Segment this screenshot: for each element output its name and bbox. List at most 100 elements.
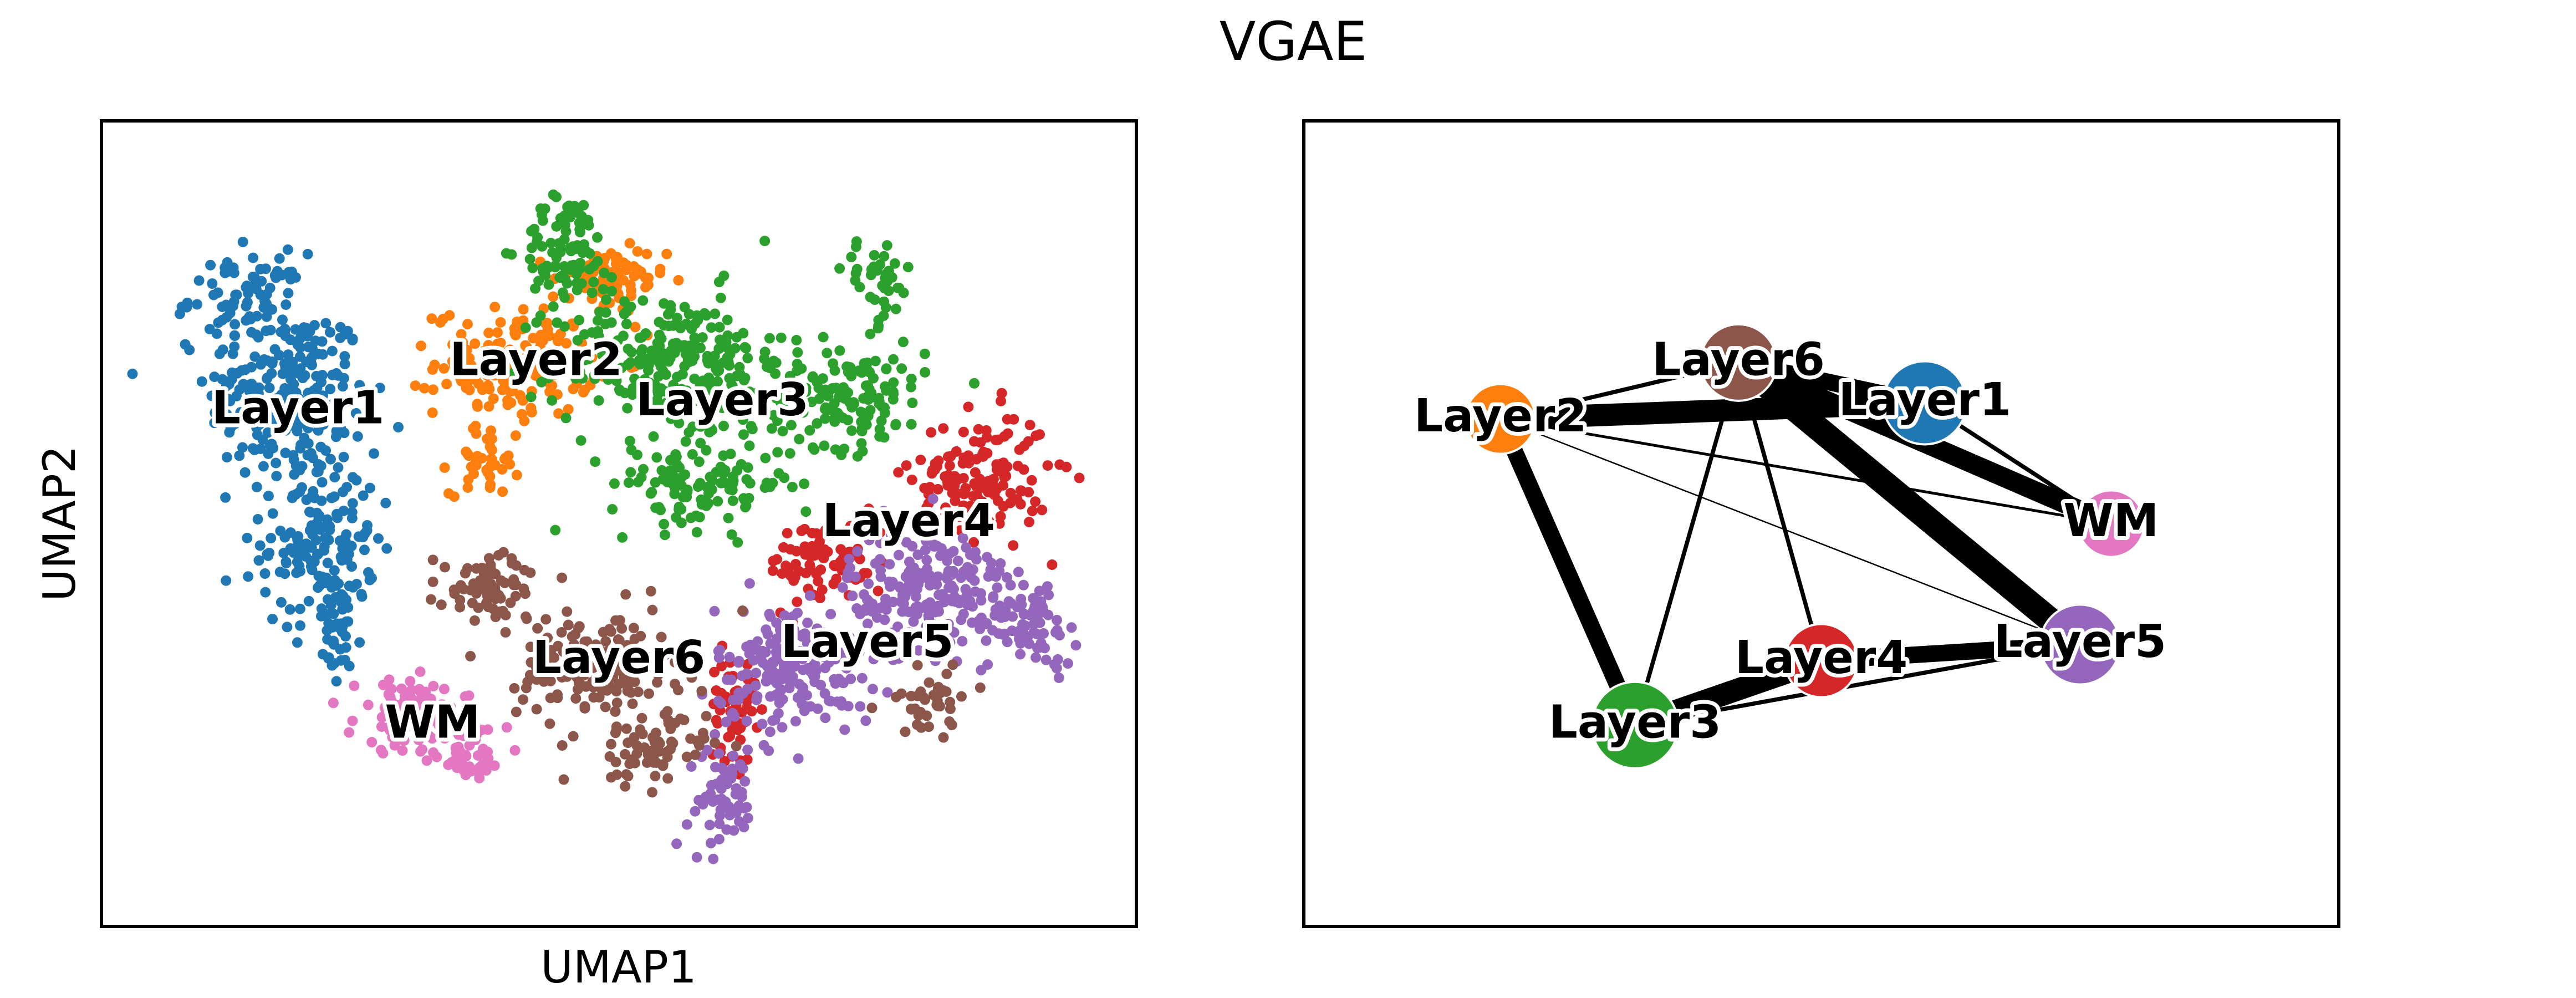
scatter-point [518,304,529,315]
scatter-point [904,627,915,638]
scatter-point [1005,487,1016,498]
scatter-point [472,581,483,592]
scatter-point [284,604,295,615]
scatter-point [545,237,557,248]
scatter-point [815,564,827,575]
scatter-point [694,512,705,523]
scatter-point [888,377,899,388]
scatter-point [942,594,953,605]
scatter-point [347,498,358,509]
scatter-point [518,694,528,705]
scatter-point [888,354,899,365]
scatter-point [307,529,318,540]
scatter-point [946,569,957,581]
scatter-point [618,274,629,286]
scatter-point [967,564,978,575]
scatter-point [229,319,241,330]
scatter-point [792,597,803,607]
scatter-point [408,711,419,722]
scatter-point [527,262,538,273]
scatter-point [792,651,803,663]
scatter-point [809,629,820,640]
graph-edge-layer6-layer3 [1633,361,1741,726]
scatter-point [586,327,598,338]
scatter-point [606,317,617,328]
scatter-point [325,327,335,338]
scatter-point [670,717,681,729]
scatter-point [817,373,828,384]
scatter-point [850,275,861,286]
scatter-point [878,506,889,517]
scatter-point [542,318,553,329]
scatter-point [221,452,232,463]
scatter-point [223,394,234,405]
scatter-point [718,357,729,368]
scatter-point [746,421,757,432]
scatter-point [854,647,865,658]
scatter-point [656,632,667,643]
scatter-point [597,350,608,361]
scatter-point [323,534,334,546]
scatter-point [770,368,781,379]
scatter-point [478,744,488,755]
scatter-point [270,426,281,437]
scatter-point [710,737,720,748]
scatter-point [831,573,842,584]
scatter-point [413,735,424,746]
scatter-point [486,425,497,436]
scatter-point [538,359,548,370]
scatter-point [768,657,779,668]
scatter-point [819,413,830,424]
scatter-point [674,417,685,429]
scatter-point [868,654,879,665]
scatter-point [562,606,573,617]
scatter-point [221,575,232,586]
scatter-point [1042,581,1053,592]
scatter-point [207,278,218,289]
scatter-point [606,772,616,783]
scatter-point [725,449,736,460]
scatter-point [628,666,639,677]
scatter-point [618,330,629,342]
scatter-point [856,416,867,427]
scatter-point [417,744,427,755]
scatter-point [497,486,508,497]
scatter-point [818,529,829,541]
scatter-point [673,275,684,286]
scatter-point [327,369,338,380]
scatter-point [246,327,257,338]
scatter-point [619,308,630,319]
cluster-label-layer2: Layer2 [450,333,623,386]
scatter-point [643,365,654,376]
scatter-point [354,637,365,648]
scatter-point [472,399,483,410]
scatter-series-wm [328,666,521,783]
scatter-point [960,584,971,595]
scatter-point [745,639,756,650]
scatter-point [380,709,391,720]
scatter-point [329,491,340,502]
scatter-point [369,448,379,459]
scatter-point [488,393,499,404]
scatter-point [705,838,716,849]
scatter-point [804,425,815,436]
scatter-point [535,660,547,670]
scatter-point [358,490,369,501]
scatter-point [662,706,673,717]
scatter-point [881,240,892,251]
scatter-point [1028,619,1039,630]
scatter-point [632,476,644,487]
scatter-point [312,382,323,393]
cluster-label-layer3: Layer3 [636,374,809,426]
scatter-point [504,459,516,470]
scatter-series-layer4 [707,388,1085,780]
scatter-point [893,549,904,561]
scatter-point [929,539,940,551]
scatter-point [427,407,438,418]
scatter-point [690,806,701,817]
scatter-point [411,722,422,733]
scatter-point [721,716,732,727]
scatter-point [557,572,568,583]
scatter-point [748,655,759,666]
scatter-point [636,712,647,724]
